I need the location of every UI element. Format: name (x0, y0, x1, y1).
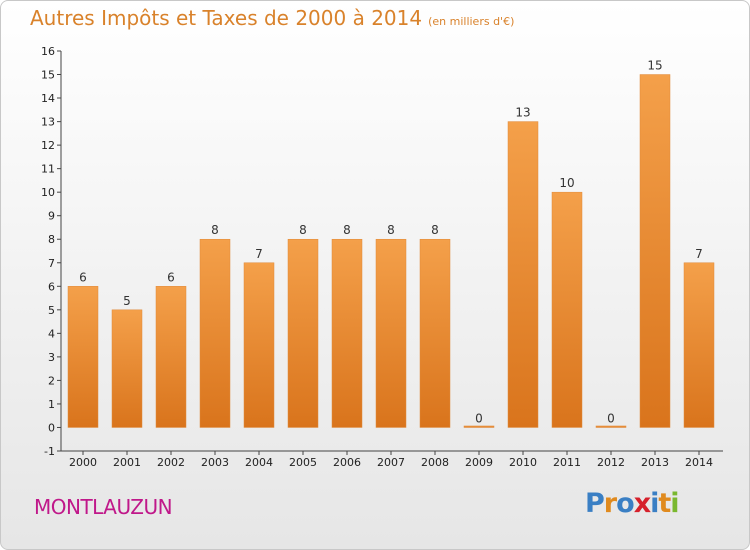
logo-letter: i (650, 488, 659, 519)
data-label: 10 (559, 176, 574, 190)
bar (287, 238, 319, 428)
bar (375, 238, 407, 428)
x-tick-label: 2001 (113, 456, 141, 469)
y-tick-label: 9 (48, 210, 55, 223)
data-label: 7 (695, 247, 703, 261)
bar (419, 238, 451, 428)
bar (243, 262, 275, 428)
bar (507, 121, 539, 428)
y-tick-label: 15 (41, 69, 55, 82)
data-label: 8 (299, 223, 307, 237)
bar (639, 74, 671, 428)
chart-title: Autres Impôts et Taxes de 2000 à 2014 (en… (30, 6, 514, 30)
y-tick-label: 11 (41, 163, 55, 176)
y-tick-label: 2 (48, 374, 55, 387)
unit-note: (en milliers d'€) (428, 15, 515, 28)
y-tick-label: 7 (48, 257, 55, 270)
x-tick-label: 2010 (509, 456, 537, 469)
bar (463, 425, 495, 428)
title-text: Autres Impôts et Taxes de 2000 à 2014 (30, 6, 423, 30)
logo-letter: x (633, 488, 651, 519)
y-tick-label: 8 (48, 233, 55, 246)
data-label: 8 (343, 223, 351, 237)
logo-letter: r (603, 488, 617, 519)
logo-letter: o (616, 488, 635, 519)
logo-letter: i (670, 488, 679, 519)
y-tick-label: 12 (41, 139, 55, 152)
x-tick-label: 2009 (465, 456, 493, 469)
data-label: 8 (387, 223, 395, 237)
bar (111, 309, 143, 428)
x-tick-label: 2004 (245, 456, 273, 469)
data-label: 13 (515, 106, 530, 120)
y-tick-label: 13 (41, 116, 55, 129)
bar (331, 238, 363, 428)
x-tick-label: 2006 (333, 456, 361, 469)
data-label: 0 (607, 411, 615, 425)
y-tick-label: 6 (48, 280, 55, 293)
commune-name: MONTLAUZUN (34, 495, 173, 519)
x-tick-label: 2007 (377, 456, 405, 469)
data-label: 6 (167, 270, 175, 284)
y-tick-label: 14 (41, 92, 55, 105)
y-tick-label: 10 (41, 186, 55, 199)
x-tick-label: 2014 (685, 456, 713, 469)
y-tick-label: 3 (48, 351, 55, 364)
y-tick-label: 16 (41, 45, 55, 58)
bar (683, 262, 715, 428)
logo-letter: t (658, 488, 671, 519)
bar (155, 286, 187, 428)
y-tick-label: 1 (48, 398, 55, 411)
y-tick-label: 4 (48, 327, 55, 340)
x-tick-label: 2005 (289, 456, 317, 469)
data-label: 8 (431, 223, 439, 237)
x-tick-label: 2008 (421, 456, 449, 469)
data-label: 8 (211, 223, 219, 237)
data-label: 7 (255, 247, 263, 261)
x-tick-label: 2002 (157, 456, 185, 469)
y-tick-label: -1 (44, 445, 55, 458)
bar (199, 238, 231, 428)
bar (595, 425, 627, 428)
logo-letter: P (585, 488, 605, 519)
data-label: 6 (79, 270, 87, 284)
y-tick-label: 5 (48, 304, 55, 317)
bar (67, 286, 99, 428)
data-label: 0 (475, 411, 483, 425)
x-tick-label: 2003 (201, 456, 229, 469)
data-label: 5 (123, 294, 131, 308)
y-tick-label: 0 (48, 421, 55, 434)
x-tick-label: 2012 (597, 456, 625, 469)
bar (551, 191, 583, 428)
x-tick-label: 2000 (69, 456, 97, 469)
data-label: 15 (647, 59, 662, 73)
x-tick-label: 2013 (641, 456, 669, 469)
x-tick-label: 2011 (553, 456, 581, 469)
proxiti-logo: Proxiti (585, 488, 680, 519)
